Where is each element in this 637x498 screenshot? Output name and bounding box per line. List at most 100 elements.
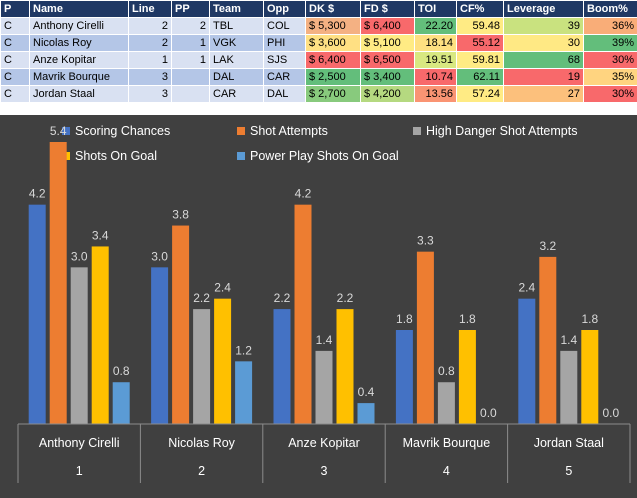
cell-line[interactable]: 3 (128, 85, 172, 103)
cell-fd[interactable]: $ 4,200 (360, 85, 415, 103)
cell-opp[interactable]: SJS (263, 51, 306, 69)
cell-p[interactable]: C (0, 85, 30, 103)
cell-boom[interactable]: 39% (583, 34, 637, 52)
cell-toi[interactable]: 10.74 (414, 68, 457, 86)
category-group-label-1: 2 (198, 464, 205, 478)
cell-fd[interactable]: $ 6,500 (360, 51, 415, 69)
cell-team[interactable]: CAR (209, 85, 264, 103)
bar-4-1 (235, 361, 253, 424)
bar-4-2 (357, 403, 375, 424)
cell-boom[interactable]: 30% (583, 85, 637, 103)
cell-opp[interactable]: CAR (263, 68, 306, 86)
cell-line[interactable]: 1 (128, 51, 172, 69)
bar-2-0 (70, 267, 88, 424)
data-label-0-3: 1.8 (396, 312, 413, 326)
bar-1-3 (416, 251, 434, 424)
cell-name[interactable]: Mavrik Bourque (29, 68, 129, 86)
table-row: C Anthony Cirelli 2 2 TBL COL $ 5,300 $ 6,400 22… (0, 17, 637, 35)
data-label-2-1: 2.2 (193, 291, 210, 305)
cell-pp[interactable]: 1 (171, 34, 210, 52)
cell-p[interactable]: C (0, 17, 30, 35)
cell-p[interactable]: C (0, 51, 30, 69)
cell-p[interactable]: C (0, 68, 30, 86)
cell-leverage[interactable]: 68 (503, 51, 584, 69)
cell-leverage[interactable]: 19 (503, 68, 584, 86)
cell-pp[interactable] (171, 85, 210, 103)
cell-pp[interactable]: 2 (171, 17, 210, 35)
cell-boom[interactable]: 35% (583, 68, 637, 86)
category-label-2: Anze Kopitar (288, 436, 360, 450)
cell-name[interactable]: Nicolas Roy (29, 34, 129, 52)
cell-opp[interactable]: COL (263, 17, 306, 35)
cell-opp[interactable]: PHI (263, 34, 306, 52)
bar-chart: Scoring Chances Shot Attempts High Danger … (17, 124, 631, 483)
cell-name[interactable]: Anze Kopitar (29, 51, 129, 69)
table-header-row: P Name Line PP Team Opp DK $ FD $ TOI CF… (0, 0, 637, 18)
data-label-4-2: 0.4 (358, 385, 375, 399)
cell-cf[interactable]: 59.81 (456, 51, 504, 69)
cell-line[interactable]: 2 (128, 17, 172, 35)
cell-dk[interactable]: $ 3,600 (305, 34, 361, 52)
cell-cf[interactable]: 59.48 (456, 17, 504, 35)
table-row: C Anze Kopitar 1 1 LAK SJS $ 6,400 $ 6,500 19.51… (0, 51, 637, 69)
cell-leverage[interactable]: 30 (503, 34, 584, 52)
cell-line[interactable]: 2 (128, 34, 172, 52)
header-team[interactable]: Team (209, 0, 264, 18)
cell-cf[interactable]: 57.24 (456, 85, 504, 103)
header-opp[interactable]: Opp (263, 0, 306, 18)
cell-fd[interactable]: $ 6,400 (360, 17, 415, 35)
cell-toi[interactable]: 13.56 (414, 85, 457, 103)
cell-line[interactable]: 3 (128, 68, 172, 86)
bar-0-1 (151, 267, 169, 424)
cell-toi[interactable]: 19.51 (414, 51, 457, 69)
cell-p[interactable]: C (0, 34, 30, 52)
header-fd[interactable]: FD $ (360, 0, 415, 18)
cell-dk[interactable]: $ 2,700 (305, 85, 361, 103)
header-leverage[interactable]: Leverage (503, 0, 584, 18)
header-dk[interactable]: DK $ (305, 0, 361, 18)
cell-name[interactable]: Anthony Cirelli (29, 17, 129, 35)
cell-team[interactable]: LAK (209, 51, 264, 69)
chart-area: Scoring Chances Shot Attempts High Danger … (0, 115, 637, 498)
bar-0-3 (395, 330, 413, 424)
cell-name[interactable]: Jordan Staal (29, 85, 129, 103)
bar-3-4 (581, 330, 599, 424)
data-label-0-0: 4.2 (29, 187, 46, 201)
cell-team[interactable]: VGK (209, 34, 264, 52)
bar-0-2 (273, 309, 291, 424)
legend-label-2: High Danger Shot Attempts (426, 124, 577, 138)
bar-2-1 (193, 309, 211, 424)
bar-1-0 (49, 142, 67, 424)
header-line[interactable]: Line (128, 0, 172, 18)
cell-team[interactable]: TBL (209, 17, 264, 35)
bar-3-3 (458, 330, 476, 424)
cell-pp[interactable] (171, 68, 210, 86)
header-toi[interactable]: TOI (414, 0, 457, 18)
legend-swatch-4 (237, 152, 245, 160)
cell-fd[interactable]: $ 5,100 (360, 34, 415, 52)
cell-team[interactable]: DAL (209, 68, 264, 86)
cell-toi[interactable]: 22.20 (414, 17, 457, 35)
cell-cf[interactable]: 55.12 (456, 34, 504, 52)
cell-toi[interactable]: 18.14 (414, 34, 457, 52)
cell-leverage[interactable]: 39 (503, 17, 584, 35)
cell-opp[interactable]: DAL (263, 85, 306, 103)
cell-pp[interactable]: 1 (171, 51, 210, 69)
legend-label-1: Shot Attempts (250, 124, 328, 138)
header-boom[interactable]: Boom% (583, 0, 637, 18)
cell-dk[interactable]: $ 2,500 (305, 68, 361, 86)
data-label-1-1: 3.8 (172, 208, 189, 222)
cell-dk[interactable]: $ 5,300 (305, 17, 361, 35)
cell-leverage[interactable]: 27 (503, 85, 584, 103)
data-label-3-0: 3.4 (92, 228, 109, 242)
cell-cf[interactable]: 62.11 (456, 68, 504, 86)
header-pp[interactable]: PP (171, 0, 210, 18)
data-label-3-4: 1.8 (581, 312, 598, 326)
header-p[interactable]: P (0, 0, 30, 18)
header-name[interactable]: Name (29, 0, 129, 18)
cell-boom[interactable]: 30% (583, 51, 637, 69)
cell-fd[interactable]: $ 3,400 (360, 68, 415, 86)
cell-dk[interactable]: $ 6,400 (305, 51, 361, 69)
cell-boom[interactable]: 36% (583, 17, 637, 35)
header-cf[interactable]: CF% (456, 0, 504, 18)
